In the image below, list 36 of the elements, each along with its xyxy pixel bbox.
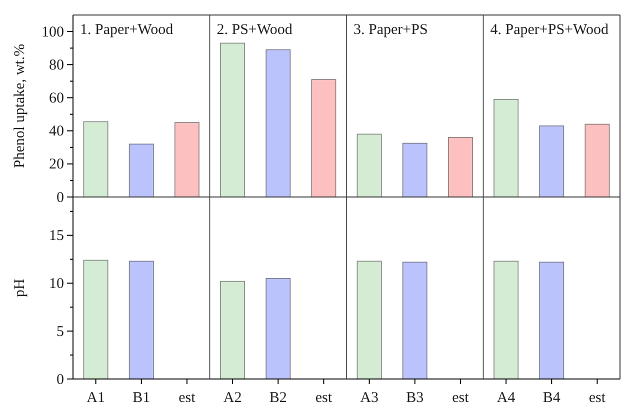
- bar: [220, 280, 246, 380]
- x-tick-label: A2: [223, 390, 242, 406]
- annotation: 1. Paper+Wood: [80, 22, 174, 38]
- bar: [128, 260, 154, 380]
- annotation: 3. Paper+PS: [354, 22, 428, 38]
- x-tick-label: A3: [360, 390, 378, 406]
- bar: [356, 260, 382, 380]
- bar: [266, 278, 291, 380]
- x-tick-label: est: [178, 390, 196, 406]
- y-axis-title: Phenol uptake, wt.%: [12, 44, 28, 168]
- bar: [494, 260, 519, 380]
- y-tick-label: 60: [49, 90, 64, 107]
- x-tick-label: est: [452, 390, 470, 406]
- annotation: 4. Paper+PS+Wood: [490, 22, 609, 38]
- y-tick-label: 15: [49, 228, 64, 244]
- annotation: 2. PS+Wood: [216, 22, 293, 38]
- y-tick-label: 100: [42, 24, 64, 40]
- y-tick-label: 0: [56, 372, 64, 388]
- x-tick-label: B4: [542, 390, 561, 406]
- y-tick-label: 10: [49, 276, 64, 292]
- bar: [83, 260, 108, 380]
- x-tick-label: B2: [269, 390, 287, 406]
- y-tick-label: 80: [49, 57, 64, 74]
- y-tick-label: 5: [56, 324, 64, 340]
- y-axis-title: pH: [12, 278, 28, 298]
- y-tick-label: 40: [49, 124, 64, 140]
- bar: [539, 262, 564, 380]
- x-tick-label: A1: [86, 390, 105, 406]
- x-tick-label: B1: [132, 390, 150, 406]
- y-tick-label: 0: [56, 190, 64, 206]
- bar: [402, 262, 428, 380]
- x-tick-label: B3: [406, 390, 424, 406]
- y-tick-label: 20: [49, 156, 64, 173]
- x-tick-label: est: [315, 390, 333, 406]
- x-tick-label: A4: [496, 390, 516, 406]
- x-tick-label: est: [588, 390, 606, 406]
